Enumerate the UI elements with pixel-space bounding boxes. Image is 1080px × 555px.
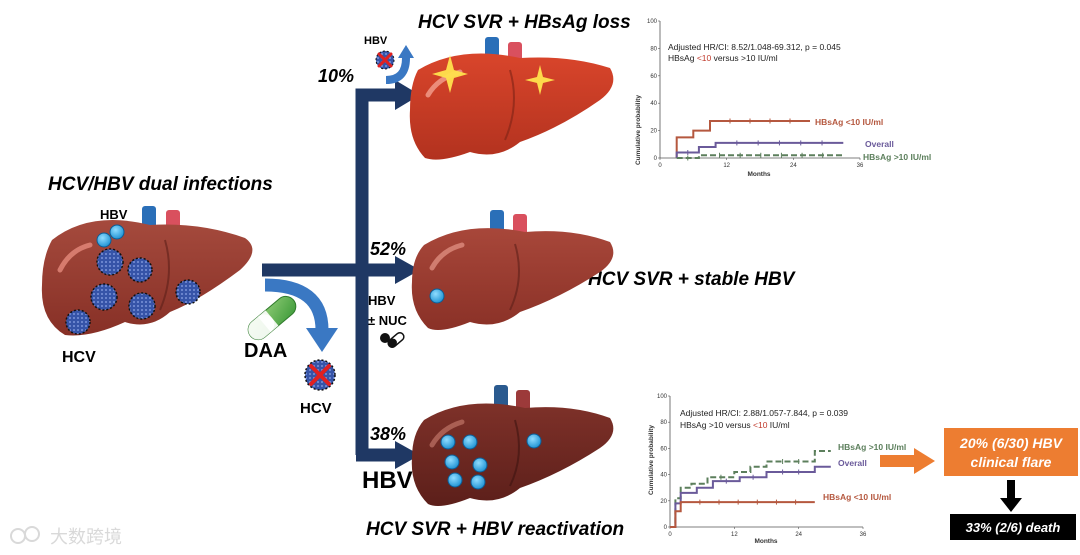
chart1-xlabel: Months <box>747 171 770 178</box>
chart2-annotation-line2: HBsAg >10 versus <10 IU/ml <box>680 420 790 430</box>
chart2-ytick-label: 60 <box>660 446 667 452</box>
chart2-series-2-line <box>670 501 815 528</box>
chart2-annotation-line1: Adjusted HR/CI: 2.88/1.057-7.844, p = 0.… <box>680 408 848 418</box>
middle-liver <box>411 210 614 330</box>
bottom-hbv-virions <box>440 433 542 490</box>
nuc-pill-icon <box>387 332 405 348</box>
chart2-xtick-label: 24 <box>795 532 802 538</box>
chart1-ytick-label: 20 <box>650 129 657 135</box>
chart1-ytick-label: 0 <box>654 156 658 162</box>
top-liver <box>409 37 614 160</box>
chart1-annotation-line1: Adjusted HR/CI: 8.52/1.048-69.312, p = 0… <box>668 42 841 52</box>
chart2-plot: 0 20 40 60 80 100 0 12 24 36 <box>657 394 867 538</box>
down-arrow-icon <box>1000 480 1022 512</box>
flare-arrow <box>880 448 935 474</box>
chart2-xtick-label: 12 <box>731 532 738 538</box>
death-text: 33% (2/6) death <box>966 520 1061 535</box>
chart1-plot: 0 20 40 60 80 100 0 12 24 36 <box>647 19 864 169</box>
middle-branch-title: HCV SVR + stable HBV <box>588 269 796 290</box>
middle-hbv-label: HBV <box>368 293 396 308</box>
flare-line2: clinical flare <box>971 454 1052 470</box>
chart2-xlabel: Months <box>754 538 777 545</box>
dual-infection-title: HCV/HBV dual infections <box>48 174 273 195</box>
bottom-hbv-label: HBV <box>362 467 413 494</box>
chart2-ytick-label: 20 <box>660 499 667 505</box>
chart1-ytick-label: 80 <box>650 46 657 52</box>
top-hbv-badge: HBV <box>364 35 388 47</box>
watermark: 大数跨境 <box>10 526 122 547</box>
top-branch-title: HCV SVR + HBsAg loss <box>418 12 631 33</box>
watermark-logo-icon <box>10 528 26 544</box>
left-hcv-virions <box>65 248 201 335</box>
chart1-annotation: Adjusted HR/CI: 8.52/1.048-69.312, p = 0… <box>668 42 841 63</box>
hbv-loss-arrow <box>385 45 414 84</box>
bottom-branch-title: HCV SVR + HBV reactivation <box>366 519 624 540</box>
chart1-series-0-line <box>675 120 810 158</box>
death-box: 33% (2/6) death <box>950 514 1076 540</box>
chart1-legend-low: HBsAg <10 IU/ml <box>815 117 883 127</box>
chart-hbsag-loss: Adjusted HR/CI: 8.52/1.048-69.312, p = 0… <box>635 19 944 180</box>
hcv-cleared-icon <box>304 359 336 391</box>
middle-percent: 52% <box>370 239 406 259</box>
bottom-percent: 38% <box>370 424 406 444</box>
chart2-ytick-label: 0 <box>664 525 668 531</box>
chart2-xtick-label: 36 <box>860 532 867 538</box>
hcv-cleared-label: HCV <box>300 400 332 417</box>
left-hbv-virions <box>96 224 125 248</box>
chart1-xtick-label: 12 <box>723 163 730 169</box>
middle-nuc-label: ± NUC <box>368 313 408 328</box>
left-hbv-label: HBV <box>100 207 128 222</box>
top-hbv-cleared-icon <box>375 50 395 70</box>
chart1-ylabel: Cumulative probability <box>635 95 642 165</box>
left-hcv-label: HCV <box>62 349 96 366</box>
chart1-xtick-label: 24 <box>790 163 797 169</box>
chart1-xtick-label: 36 <box>857 163 864 169</box>
chart2-xtick-label: 0 <box>668 532 672 538</box>
chart2-legend-overall: Overall <box>838 458 867 468</box>
daa-label: DAA <box>244 340 287 362</box>
nuc-minus-icon <box>380 333 390 343</box>
daa-pill-icon <box>247 295 297 341</box>
watermark-text: 大数跨境 <box>50 527 122 547</box>
chart1-legend-high: HBsAg >10 IU/ml <box>863 152 931 162</box>
chart2-ylabel: Cumulative probability <box>648 425 655 495</box>
chart2-ytick-label: 80 <box>660 420 667 426</box>
chart1-annotation-line2: HBsAg <10 versus >10 IU/ml <box>668 53 778 63</box>
chart1-ytick-label: 60 <box>650 74 657 80</box>
chart1-ytick-label: 40 <box>650 101 657 107</box>
chart2-series-1-line <box>670 465 831 528</box>
chart2-legend-high: HBsAg >10 IU/ml <box>838 442 906 452</box>
chart2-ytick-label: 100 <box>657 394 668 400</box>
flare-box: 20% (6/30) HBV clinical flare <box>944 428 1078 476</box>
sparkle-icon <box>432 55 555 95</box>
chart1-ytick-label: 100 <box>647 19 658 25</box>
top-percent: 10% <box>318 66 354 86</box>
daa-arrow <box>264 278 338 352</box>
chart1-series-1-line <box>675 141 844 158</box>
flare-line1: 20% (6/30) HBV <box>959 435 1064 451</box>
chart1-legend-overall: Overall <box>865 139 894 149</box>
chart2-legend-low: HBsAg <10 IU/ml <box>823 492 891 502</box>
branch-arrows <box>262 80 420 469</box>
chart2-annotation: Adjusted HR/CI: 2.88/1.057-7.844, p = 0.… <box>680 408 848 430</box>
chart1-xtick-label: 0 <box>658 163 662 169</box>
chart2-ytick-label: 40 <box>660 473 667 479</box>
